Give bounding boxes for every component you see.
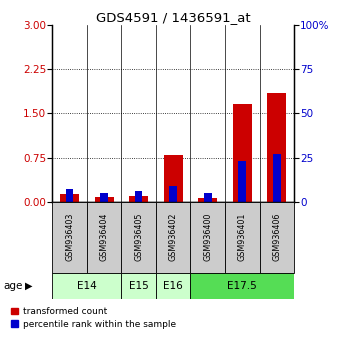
Bar [191,273,294,299]
Bar [156,202,191,273]
Text: E15: E15 [129,281,149,291]
Bar [191,202,225,273]
Bar [121,202,156,273]
Text: GSM936404: GSM936404 [100,213,109,261]
Bar [95,197,114,202]
Bar [100,193,108,202]
Text: ▶: ▶ [25,281,33,291]
Bar [121,273,156,299]
Bar [233,104,252,202]
Title: GDS4591 / 1436591_at: GDS4591 / 1436591_at [96,11,250,24]
Legend: transformed count, percentile rank within the sample: transformed count, percentile rank withi… [11,307,176,329]
Bar [260,202,294,273]
Text: GSM936403: GSM936403 [65,213,74,261]
Bar [273,154,281,202]
Text: GSM936400: GSM936400 [203,213,212,261]
Text: GSM936401: GSM936401 [238,213,247,261]
Bar [135,191,143,202]
Bar [87,202,121,273]
Bar [66,189,73,202]
Text: GSM936402: GSM936402 [169,213,178,262]
Text: E14: E14 [77,281,97,291]
Bar [239,161,246,202]
Bar [164,155,183,202]
Bar [60,194,79,202]
Bar [225,202,260,273]
Text: age: age [3,281,23,291]
Text: E16: E16 [163,281,183,291]
Bar [129,196,148,202]
Bar [52,202,87,273]
Bar [156,273,191,299]
Bar [204,193,212,202]
Bar [52,273,121,299]
Bar [267,93,286,202]
Bar [169,186,177,202]
Text: GSM936405: GSM936405 [134,213,143,262]
Text: E17.5: E17.5 [227,281,257,291]
Text: GSM936406: GSM936406 [272,213,281,261]
Bar [198,198,217,202]
